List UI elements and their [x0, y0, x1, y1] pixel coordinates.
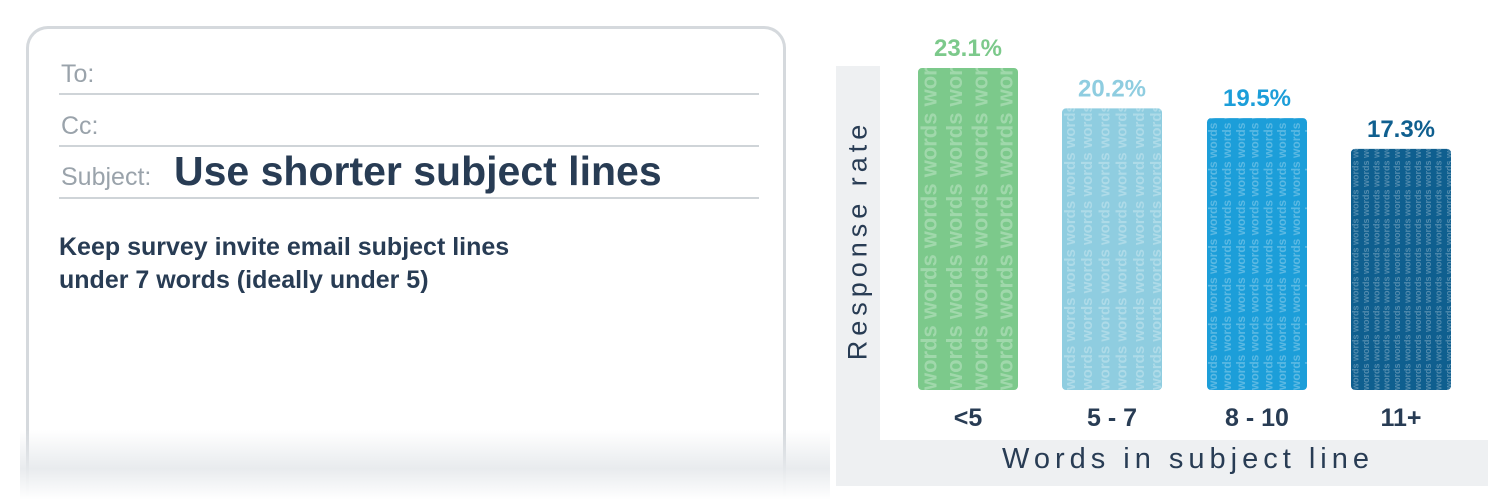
subject-value: Use shorter subject lines: [174, 148, 662, 194]
to-field: To:: [59, 57, 759, 95]
bar-group: words words words words words words word…: [1351, 0, 1454, 432]
bar-pattern-text: words words words words words words word…: [1062, 0, 1079, 391]
bar-pattern: words words words words words words word…: [1062, 0, 1165, 391]
subject-label: Subject:: [61, 163, 152, 191]
bar-pattern-text: words words words words words words word…: [1220, 0, 1234, 391]
subject-field: Subject: Use shorter subject lines: [59, 147, 759, 199]
bar-pattern-text: words words words words words words word…: [1248, 0, 1262, 391]
bar: [1351, 148, 1451, 390]
bar-group: words words words words words words word…: [1206, 0, 1317, 432]
bar-pattern-text: words words words words words words word…: [1079, 0, 1096, 391]
bar-pattern-text: words words words words words words word…: [993, 0, 1018, 391]
bar-pattern-text: words words words words words words word…: [1148, 0, 1165, 391]
bar-value-label: 19.5%: [1223, 85, 1291, 112]
bar-pattern-text: words words words words words words word…: [1371, 0, 1381, 391]
bar-value-label: 17.3%: [1367, 116, 1435, 143]
email-body: Keep survey invite email subject lines u…: [59, 231, 699, 297]
bar-pattern-text: words words words words words words word…: [1382, 0, 1392, 391]
bar-pattern-text: words words words words words words word…: [1206, 0, 1220, 391]
bar-value-label: 20.2%: [1078, 75, 1146, 102]
bar-pattern-text: words words words words words words word…: [942, 0, 967, 391]
email-body-line-1: Keep survey invite email subject lines: [59, 233, 510, 261]
bar-group: words words words words words words word…: [1062, 0, 1165, 432]
bar-pattern-text: words words words words words words word…: [1303, 0, 1317, 391]
bar-pattern-text: words words words words words words word…: [917, 0, 942, 391]
bar-pattern: words words words words words words word…: [917, 0, 1043, 391]
email-card: To: Cc: Subject: Use shorter subject lin…: [26, 26, 786, 496]
bar-pattern-text: words words words words words words word…: [1413, 0, 1423, 391]
bar-pattern-text: words words words words words words word…: [1433, 0, 1443, 391]
bar-pattern-text: words words words words words words word…: [1351, 0, 1361, 391]
bar-pattern-text: words words words words words words word…: [1018, 0, 1043, 391]
bar-pattern: words words words words words words word…: [1206, 0, 1317, 391]
cc-label: Cc:: [61, 112, 99, 140]
email-card-fade: [20, 430, 830, 500]
x-axis-label: Words in subject line: [1001, 443, 1375, 475]
to-label: To:: [61, 60, 95, 88]
bar-pattern-text: words words words words words words word…: [1423, 0, 1433, 391]
bar-pattern-text: words words words words words words word…: [1114, 0, 1131, 391]
bar: [1207, 118, 1307, 390]
bar-group: words words words words words words word…: [917, 0, 1043, 432]
bar: [1062, 108, 1162, 390]
category-label: 8 - 10: [1225, 404, 1289, 432]
bar-pattern-text: words words words words words words word…: [1402, 0, 1412, 391]
bar-pattern: words words words words words words word…: [1351, 0, 1454, 391]
bar-value-label: 23.1%: [934, 35, 1002, 62]
bar-pattern-text: words words words words words words word…: [1096, 0, 1113, 391]
bar-pattern-text: words words words words words words word…: [967, 0, 992, 391]
category-label: 5 - 7: [1087, 404, 1137, 432]
cc-field: Cc:: [59, 111, 759, 147]
x-axis-band: [836, 440, 1488, 486]
bar-pattern-text: words words words words words words word…: [1234, 0, 1248, 391]
bar-pattern-text: words words words words words words word…: [1392, 0, 1402, 391]
bar-pattern-text: words words words words words words word…: [1275, 0, 1289, 391]
bar-pattern-text: words words words words words words word…: [1261, 0, 1275, 391]
category-label: <5: [954, 404, 983, 432]
bar: [918, 68, 1018, 390]
email-body-line-2: under 7 words (ideally under 5): [59, 266, 429, 294]
category-label: 11+: [1380, 404, 1421, 432]
y-axis-band: [836, 66, 880, 486]
bar-pattern-text: words words words words words words word…: [1361, 0, 1371, 391]
bar-pattern-text: words words words words words words word…: [1444, 0, 1454, 391]
bar-pattern-text: words words words words words words word…: [1131, 0, 1148, 391]
bar-pattern-text: words words words words words words word…: [1289, 0, 1303, 391]
